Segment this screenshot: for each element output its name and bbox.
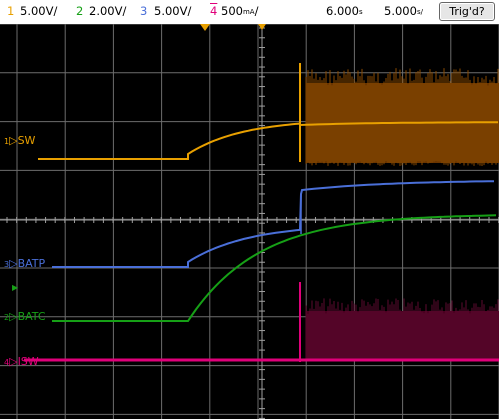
ch4-scale[interactable]: 500mA/ bbox=[221, 3, 258, 20]
ch3-number[interactable]: 3 bbox=[140, 4, 148, 18]
waveform-area: 1▷SW 3▷BATP ▶ 2▷BATC 4▷ISW bbox=[0, 24, 499, 419]
time-reference-marker bbox=[258, 24, 266, 30]
ch2-marker-number: 2 bbox=[4, 313, 10, 322]
time-offset-value: 6.000 bbox=[326, 4, 359, 18]
batc-trace bbox=[52, 214, 497, 322]
ch2-ground-label[interactable]: 2▷BATC bbox=[4, 310, 46, 323]
ch1-number[interactable]: 1 bbox=[7, 4, 15, 18]
scope-status-bar: 1 5.00V/ 2 2.00V/ 3 5.00V/ 4 500mA/ 6.00… bbox=[0, 0, 499, 24]
graticule bbox=[0, 24, 499, 419]
ch4-ground-label[interactable]: 4▷ISW bbox=[4, 355, 39, 368]
ch1-marker-number: 1 bbox=[4, 137, 10, 146]
ch3-ground-label[interactable]: 3▷BATP bbox=[4, 257, 46, 270]
ch4-number[interactable]: 4 bbox=[210, 4, 218, 18]
top-markers bbox=[200, 24, 266, 31]
ch1-scale[interactable]: 5.00V/ bbox=[20, 4, 58, 18]
time-scale-unit: s/ bbox=[416, 8, 423, 16]
ch3-scale[interactable]: 5.00V/ bbox=[154, 4, 192, 18]
ch1-label-text: SW bbox=[17, 134, 36, 147]
ch2-label-text: BATC bbox=[17, 310, 46, 323]
sw-switching-burst bbox=[305, 68, 499, 166]
time-scale-value: 5.000 bbox=[384, 4, 417, 18]
ch3-label-text: BATP bbox=[17, 257, 46, 270]
ch2-number[interactable]: 2 bbox=[76, 4, 84, 18]
ch4-scale-suffix: / bbox=[254, 4, 259, 18]
ch1-ground-label[interactable]: 1▷SW bbox=[4, 134, 36, 147]
sw-trace bbox=[38, 121, 498, 160]
ch4-scale-value: 500 bbox=[221, 4, 243, 18]
trigger-status-button[interactable]: Trig'd? bbox=[439, 2, 495, 21]
trigger-position-marker[interactable] bbox=[200, 24, 210, 31]
trigger-level-marker[interactable]: ▶ bbox=[12, 283, 19, 292]
time-offset[interactable]: 6.000s bbox=[326, 3, 363, 20]
time-scale[interactable]: 5.000s/ bbox=[384, 3, 423, 20]
ch3-marker-number: 3 bbox=[4, 260, 10, 269]
ch4-marker-number: 4 bbox=[4, 358, 10, 367]
ch4-label-text: ISW bbox=[17, 355, 39, 368]
ch2-scale[interactable]: 2.00V/ bbox=[89, 4, 127, 18]
isw-current-burst bbox=[305, 298, 499, 359]
batp-trace bbox=[52, 180, 495, 268]
ch4-scale-unit: mA bbox=[242, 8, 255, 16]
waveform-plot bbox=[0, 24, 499, 419]
time-offset-unit: s bbox=[358, 8, 363, 16]
